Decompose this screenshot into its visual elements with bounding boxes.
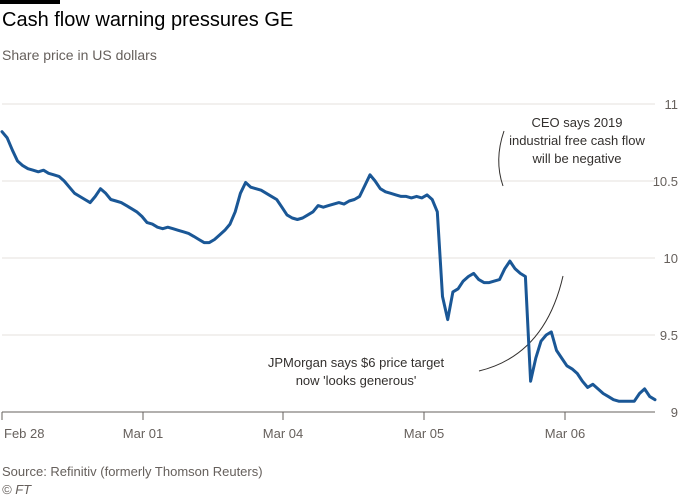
x-tick-label: Mar 05 [404,426,444,441]
x-tick-label: Mar 06 [545,426,585,441]
line-chart: Feb 28 Mar 01 Mar 04 Mar 05 Mar 06 9 9.5 10 10.… [0,97,678,441]
source-note: Source: Refinitiv (formerly Thomson Reut… [2,464,263,479]
x-tick-label: Mar 01 [123,426,163,441]
y-axis: 9 9.5 10 10.5 11 [653,97,678,420]
top-rule [0,0,60,4]
annotation-ceo-line: CEO says 2019 [531,115,622,130]
y-tick-label: 9.5 [660,328,678,343]
share-price-line [0,130,657,403]
series-layer [0,130,657,403]
annotation-ceo-line: industrial free cash flow [509,133,645,148]
y-tick-label: 9 [671,405,678,420]
annotations: CEO says 2019 industrial free cash flow wi… [268,115,646,388]
copyright-credit: © FT [2,482,32,497]
x-tick-label: Mar 04 [263,426,303,441]
y-tick-label: 10 [664,251,678,266]
annotation-jpm-line: JPMorgan says $6 price target [268,355,445,370]
y-tick-label: 11 [665,97,679,112]
x-axis: Feb 28 Mar 01 Mar 04 Mar 05 Mar 06 [1,411,655,441]
y-tick-label: 10.5 [653,174,678,189]
chart-subtitle: Share price in US dollars [2,47,157,63]
annotation-leader-jpm [478,275,564,372]
annotation-leader-ceo [498,130,505,187]
chart-title: Cash flow warning pressures GE [2,9,294,31]
annotation-ceo-line: will be negative [532,151,622,166]
annotation-jpm-line: now 'looks generous' [296,373,417,388]
x-tick-label: Feb 28 [4,426,44,441]
